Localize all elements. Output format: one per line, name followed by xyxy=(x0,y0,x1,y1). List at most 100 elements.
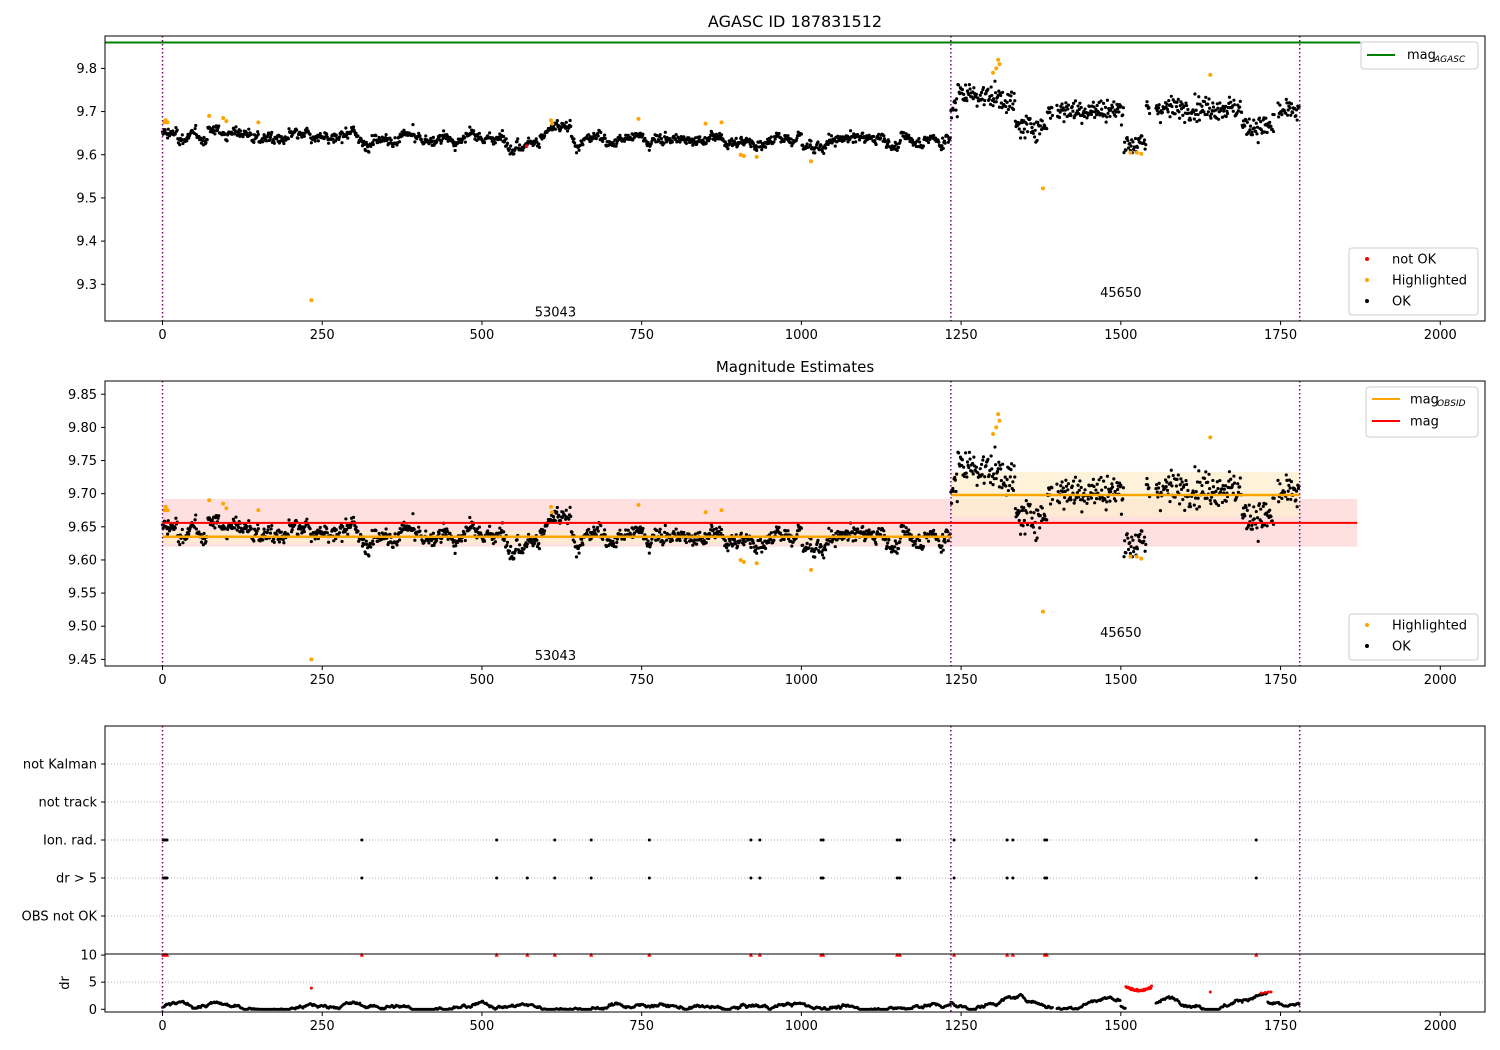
ok-point xyxy=(1133,136,1138,141)
flag-point xyxy=(758,876,762,880)
ok-point xyxy=(1193,112,1198,117)
ok-point xyxy=(1036,120,1040,124)
ok-point xyxy=(991,483,995,487)
ok-point xyxy=(955,500,959,504)
ok-point xyxy=(624,528,628,532)
highlighted-point xyxy=(1139,556,1144,561)
middle-x-tick-label: 0 xyxy=(158,673,166,688)
ok-point xyxy=(453,551,457,555)
ok-point xyxy=(1178,483,1182,487)
ok-point xyxy=(962,465,966,469)
ok-point xyxy=(663,523,667,528)
ok-point xyxy=(507,147,512,151)
ok-point xyxy=(356,134,360,138)
ok-point xyxy=(337,531,342,535)
ok-point xyxy=(318,525,322,530)
ok-point xyxy=(638,525,642,529)
ok-point xyxy=(431,135,435,139)
ok-point xyxy=(275,533,279,537)
ok-point xyxy=(1198,480,1202,484)
ok-point xyxy=(996,93,1000,97)
ok-point xyxy=(657,138,661,143)
ok-point xyxy=(1056,490,1060,494)
ok-point xyxy=(1063,489,1067,494)
ok-point xyxy=(1144,542,1148,547)
ok-point xyxy=(1066,482,1071,486)
ok-point xyxy=(622,139,627,143)
ok-point xyxy=(1121,106,1125,110)
ok-point xyxy=(249,527,253,531)
ok-point xyxy=(643,136,647,140)
ok-point xyxy=(691,543,695,547)
ok-point xyxy=(1130,535,1134,539)
ok-point xyxy=(1060,480,1064,484)
ok-point xyxy=(431,139,435,143)
ok-point xyxy=(256,130,260,134)
ok-point xyxy=(943,540,947,544)
ok-point xyxy=(1022,506,1026,510)
highlighted-point xyxy=(165,120,170,125)
ok-point xyxy=(1032,531,1037,535)
ok-point xyxy=(955,115,959,119)
ok-point xyxy=(1145,100,1149,104)
ok-point xyxy=(537,142,541,146)
ok-point xyxy=(1206,480,1210,484)
ok-point xyxy=(814,145,818,149)
ok-point xyxy=(334,139,338,143)
ok-point xyxy=(1185,482,1189,487)
ok-point xyxy=(1167,475,1171,479)
ok-point xyxy=(171,129,175,133)
ok-point xyxy=(225,139,229,143)
ok-point xyxy=(269,527,273,531)
ok-point xyxy=(204,539,208,544)
ok-point xyxy=(1050,486,1054,490)
ok-point xyxy=(595,525,600,530)
ok-point xyxy=(1236,109,1240,113)
middle-y-tick-label: 9.60 xyxy=(68,553,97,568)
ok-point xyxy=(581,543,585,547)
ok-point xyxy=(1198,102,1202,106)
ok-point xyxy=(850,531,855,535)
ok-point xyxy=(565,129,570,133)
ok-point xyxy=(1069,113,1073,118)
ok-point xyxy=(537,145,542,149)
ok-point xyxy=(374,528,378,533)
ok-point xyxy=(748,142,752,146)
ok-point xyxy=(1047,487,1051,491)
ok-point xyxy=(434,538,439,543)
middle-y-tick-label: 9.55 xyxy=(68,587,97,602)
ok-point xyxy=(1264,502,1268,506)
ok-point xyxy=(1032,122,1036,126)
ok-point xyxy=(1155,483,1159,487)
ok-point xyxy=(1070,105,1074,109)
ok-point xyxy=(194,527,198,531)
ok-point xyxy=(772,140,776,144)
ok-point xyxy=(568,118,572,123)
ok-point xyxy=(417,525,421,529)
ok-point xyxy=(502,538,506,542)
top-x-tick-label: 1750 xyxy=(1264,328,1297,343)
ok-point xyxy=(205,138,209,142)
ok-point xyxy=(173,526,177,530)
ok-point xyxy=(749,145,753,149)
ok-point xyxy=(854,140,858,144)
ok-point xyxy=(252,140,256,144)
ok-point xyxy=(940,136,945,140)
ok-point xyxy=(281,538,285,542)
ok-point xyxy=(1119,123,1124,127)
ok-point xyxy=(1012,464,1016,468)
ok-point xyxy=(755,148,759,152)
ok-point xyxy=(488,524,492,528)
highlighted-point xyxy=(550,510,555,515)
ok-point xyxy=(178,542,182,547)
ok-point xyxy=(256,527,260,531)
legend-label-ok: OK xyxy=(1392,640,1411,655)
ok-point xyxy=(822,556,826,560)
highlighted-point xyxy=(997,418,1002,423)
ok-point xyxy=(193,518,197,522)
ok-point xyxy=(412,527,416,531)
flag-category-label: dr > 5 xyxy=(56,872,97,887)
ok-point xyxy=(1036,508,1040,512)
ok-point xyxy=(308,527,312,531)
flag-point xyxy=(1045,876,1049,880)
